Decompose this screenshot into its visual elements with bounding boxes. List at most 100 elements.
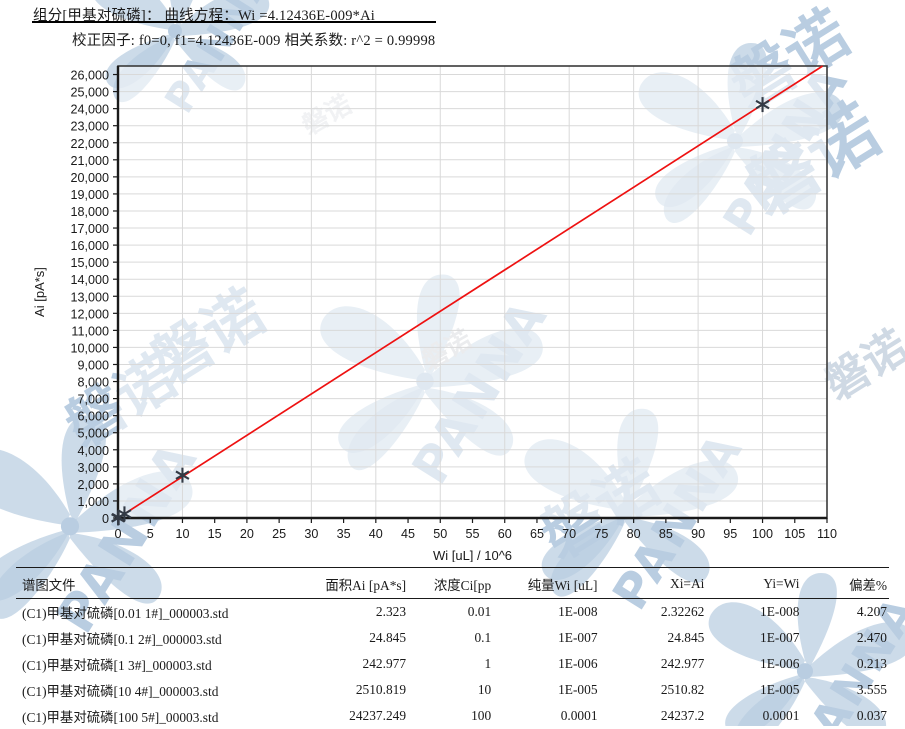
th-dev: 偏差% (829, 568, 889, 599)
chart-svg: 01,0002,0003,0004,0005,0006,0007,0008,00… (0, 52, 905, 562)
th-xi: Xi=Ai (622, 568, 731, 599)
cell-file: (C1)甲基对硫磷[0.1 2#]_000003.std (16, 625, 304, 651)
cell-dev: 3.555 (829, 677, 889, 703)
cell-dev: 0.037 (829, 703, 889, 729)
y-tick-label: 25,000 (70, 86, 109, 100)
y-tick-label: 23,000 (70, 120, 109, 134)
cell-amount: 1E-005 (503, 677, 621, 703)
y-tick-label: 6,000 (77, 410, 109, 424)
header-underline (32, 21, 436, 23)
y-tick-label: 0 (102, 512, 109, 526)
report-table: 谱图文件 面积Ai [pA*s] 浓度Ci[pp 纯量Wi [uL] Xi=Ai… (16, 567, 889, 729)
cell-conc: 0.01 (420, 599, 503, 626)
x-tick-label: 50 (433, 527, 447, 541)
cell-xi: 24.845 (622, 625, 731, 651)
cell-area: 2.323 (304, 599, 420, 626)
cell-area: 2510.819 (304, 677, 420, 703)
x-tick-label: 65 (530, 527, 544, 541)
cell-dev: 4.207 (829, 599, 889, 626)
cell-area: 24.845 (304, 625, 420, 651)
y-tick-label: 24,000 (70, 103, 109, 117)
cell-file: (C1)甲基对硫磷[10 4#]_000003.std (16, 677, 304, 703)
cell-file: (C1)甲基对硫磷[0.01 1#]_000003.std (16, 599, 304, 626)
cell-conc: 0.1 (420, 625, 503, 651)
y-axis-ticks: 01,0002,0003,0004,0005,0006,0007,0008,00… (70, 69, 118, 526)
y-axis-label: Ai [pA*s] (32, 267, 47, 317)
cell-dev: 0.213 (829, 651, 889, 677)
y-tick-label: 10,000 (70, 341, 109, 355)
cell-conc: 1 (420, 651, 503, 677)
x-tick-label: 95 (723, 527, 737, 541)
x-tick-label: 35 (337, 527, 351, 541)
x-tick-label: 5 (147, 527, 154, 541)
x-tick-label: 105 (784, 527, 805, 541)
x-tick-label: 55 (465, 527, 479, 541)
cell-area: 24237.249 (304, 703, 420, 729)
cell-conc: 10 (420, 677, 503, 703)
y-tick-label: 12,000 (70, 307, 109, 321)
y-tick-label: 11,000 (71, 324, 109, 338)
y-tick-label: 9,000 (77, 358, 109, 372)
y-tick-label: 17,000 (70, 222, 109, 236)
cell-area: 242.977 (304, 651, 420, 677)
y-tick-label: 2,000 (77, 478, 109, 492)
y-tick-label: 18,000 (70, 205, 109, 219)
cell-xi: 24237.2 (622, 703, 731, 729)
x-tick-label: 25 (272, 527, 286, 541)
calibration-factor-line: 校正因子: f0=0, f1=4.12436E-009 相关系数: r^2 = … (72, 29, 435, 50)
cell-conc: 100 (420, 703, 503, 729)
y-tick-label: 13,000 (70, 290, 109, 304)
cell-amount: 1E-008 (503, 599, 621, 626)
x-tick-label: 80 (627, 527, 641, 541)
y-tick-label: 20,000 (70, 171, 109, 185)
y-tick-label: 4,000 (77, 444, 109, 458)
th-yi: Yi=Wi (730, 568, 829, 599)
th-file: 谱图文件 (16, 568, 304, 599)
y-tick-label: 16,000 (70, 239, 109, 253)
cell-yi: 1E-007 (730, 625, 829, 651)
cell-yi: 1E-008 (730, 599, 829, 626)
calibration-points-table: 谱图文件 面积Ai [pA*s] 浓度Ci[pp 纯量Wi [uL] Xi=Ai… (0, 567, 905, 729)
cell-xi: 242.977 (622, 651, 731, 677)
y-tick-label: 19,000 (70, 188, 109, 202)
y-tick-label: 22,000 (70, 137, 109, 151)
y-tick-label: 8,000 (77, 376, 109, 390)
x-tick-label: 15 (208, 527, 222, 541)
cell-yi: 1E-005 (730, 677, 829, 703)
y-tick-label: 21,000 (70, 154, 109, 168)
cell-yi: 0.0001 (730, 703, 829, 729)
th-conc: 浓度Ci[pp (420, 568, 503, 599)
table-header-row: 谱图文件 面积Ai [pA*s] 浓度Ci[pp 纯量Wi [uL] Xi=Ai… (16, 568, 889, 599)
x-tick-label: 30 (304, 527, 318, 541)
x-tick-label: 70 (562, 527, 576, 541)
cell-amount: 1E-007 (503, 625, 621, 651)
x-tick-label: 20 (240, 527, 254, 541)
cell-xi: 2510.82 (622, 677, 731, 703)
x-tick-label: 40 (369, 527, 383, 541)
x-tick-label: 45 (401, 527, 415, 541)
th-area: 面积Ai [pA*s] (304, 568, 420, 599)
cell-file: (C1)甲基对硫磷[100 5#]_00003.std (16, 703, 304, 729)
x-axis-label: Wi [uL] / 10^6 (433, 548, 512, 562)
cell-amount: 0.0001 (503, 703, 621, 729)
cell-amount: 1E-006 (503, 651, 621, 677)
x-tick-label: 90 (691, 527, 705, 541)
cell-yi: 1E-006 (730, 651, 829, 677)
y-tick-label: 26,000 (70, 69, 109, 83)
x-tick-label: 60 (498, 527, 512, 541)
y-tick-label: 14,000 (70, 273, 109, 287)
cell-file: (C1)甲基对硫磷[1 3#]_000003.std (16, 651, 304, 677)
x-tick-label: 85 (659, 527, 673, 541)
x-tick-label: 110 (817, 527, 837, 541)
y-tick-label: 15,000 (70, 256, 109, 270)
x-tick-label: 0 (114, 527, 121, 541)
y-tick-label: 1,000 (77, 495, 109, 509)
